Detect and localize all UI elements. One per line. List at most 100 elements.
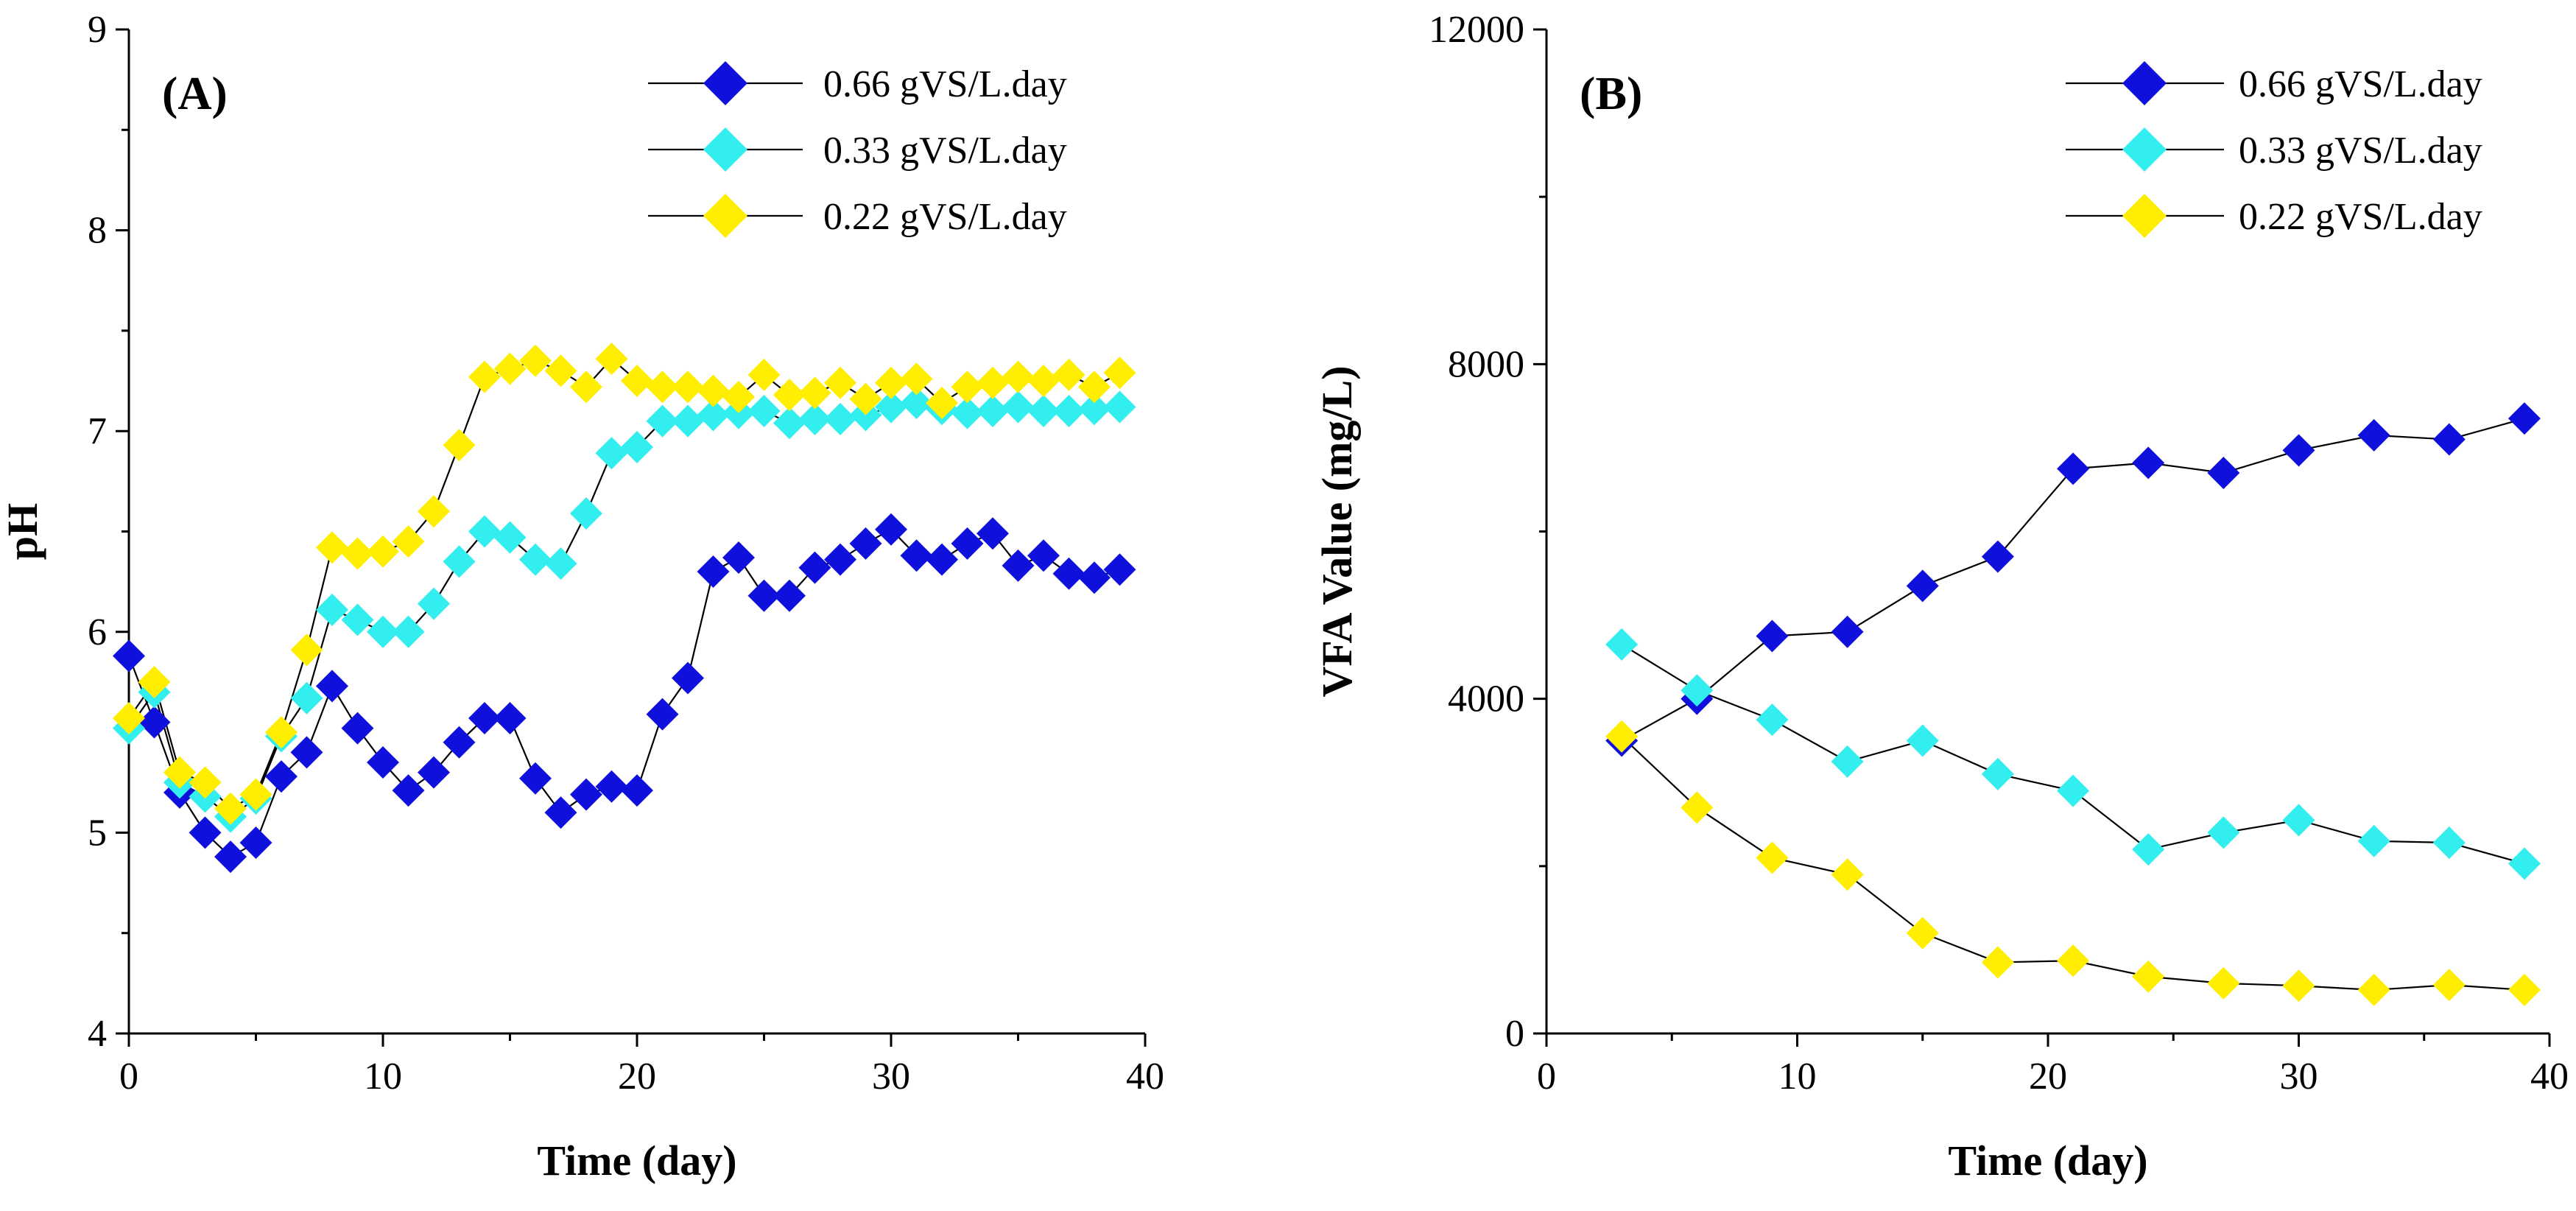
data-point [418, 587, 450, 620]
legend-marker [703, 61, 747, 105]
data-point [1981, 757, 2014, 790]
legend-label: 0.66 gVS/L.day [2239, 63, 2482, 105]
data-point [2432, 423, 2466, 456]
panel-label: (A) [162, 67, 228, 119]
data-point [976, 394, 1009, 427]
data-point [951, 527, 984, 560]
data-point [849, 382, 882, 415]
data-point [1906, 724, 1939, 757]
data-point [951, 371, 984, 404]
data-point [672, 661, 704, 695]
data-point [570, 496, 602, 530]
data-point [875, 390, 907, 424]
data-point [1103, 553, 1136, 586]
data-point [849, 527, 882, 560]
y-tick-label: 4000 [1448, 678, 1524, 720]
x-tick-label: 30 [872, 1056, 910, 1098]
data-point [1052, 394, 1085, 427]
data-point [1052, 557, 1085, 590]
data-point [824, 543, 856, 576]
data-point [214, 840, 247, 874]
data-point [1756, 841, 1789, 874]
data-point [239, 778, 272, 811]
data-point [1981, 540, 2014, 573]
y-axis-title: VFA Value (mg/L) [1313, 365, 1361, 697]
x-tick-label: 10 [1778, 1056, 1817, 1098]
data-point [570, 778, 602, 811]
data-point [798, 402, 831, 435]
data-point [113, 702, 145, 735]
data-point [697, 555, 730, 589]
data-point [341, 603, 374, 636]
data-point [290, 633, 323, 667]
data-point [493, 702, 527, 735]
data-point [2207, 816, 2240, 849]
y-tick-label: 0 [1505, 1013, 1524, 1055]
legend-label: 0.22 gVS/L.day [823, 196, 1067, 238]
y-tick-label: 6 [88, 611, 107, 653]
data-point [1831, 858, 1864, 891]
legend: 0.66 gVS/L.day 0.33 gVS/L.day 0.22 gVS/L.d… [2066, 61, 2482, 238]
legend-label: 0.33 gVS/L.day [823, 130, 1067, 172]
x-axis-title: Time (day) [1948, 1137, 2147, 1184]
data-point [2282, 969, 2315, 1003]
data-point [163, 756, 196, 789]
data-point [747, 358, 781, 391]
data-point [1906, 916, 1939, 950]
data-point [1756, 619, 1789, 653]
data-point [367, 745, 399, 779]
data-point [519, 762, 552, 795]
data-point [2357, 973, 2390, 1006]
y-tick-label: 8000 [1448, 343, 1524, 385]
x-tick-label: 20 [618, 1056, 656, 1098]
data-point [900, 387, 933, 420]
legend-label: 0.66 gVS/L.day [823, 63, 1067, 105]
data-point [519, 543, 552, 576]
y-tick-label: 5 [88, 812, 107, 854]
data-point [316, 670, 348, 703]
data-point [2508, 402, 2541, 435]
data-point [875, 513, 907, 546]
data-point [544, 796, 577, 829]
data-point [2057, 944, 2090, 977]
data-point [595, 437, 628, 470]
x-tick-label: 40 [1126, 1056, 1164, 1098]
data-point [418, 756, 450, 789]
data-point [367, 615, 399, 648]
data-point [1831, 615, 1864, 648]
x-tick-label: 40 [2530, 1056, 2569, 1098]
data-point [672, 371, 704, 404]
data-point [697, 374, 730, 407]
legend-label: 0.22 gVS/L.day [2239, 196, 2482, 238]
data-point [1078, 561, 1111, 594]
x-axis-title: Time (day) [537, 1137, 736, 1184]
data-point [138, 665, 171, 698]
data-point [722, 541, 755, 574]
legend-marker [703, 194, 747, 238]
panel-label: (B) [1580, 67, 1642, 119]
y-tick-label: 9 [88, 9, 107, 51]
data-point [1002, 549, 1035, 582]
data-point [1681, 791, 1714, 824]
data-point [1027, 539, 1060, 572]
data-point [443, 545, 476, 578]
data-point [747, 394, 781, 427]
data-point [621, 365, 653, 398]
data-point [341, 712, 374, 745]
data-point [621, 774, 653, 807]
data-point [443, 726, 476, 759]
data-point [367, 535, 399, 568]
data-point [2432, 969, 2466, 1002]
data-point [697, 399, 730, 432]
legend-marker [703, 127, 747, 172]
data-point [392, 615, 425, 648]
data-point [2057, 774, 2090, 807]
data-point [2357, 824, 2390, 857]
data-point [951, 396, 984, 429]
data-point [290, 736, 323, 769]
data-point [2508, 847, 2541, 880]
legend-marker [2122, 194, 2167, 238]
x-tick-label: 10 [364, 1056, 402, 1098]
data-point [214, 792, 247, 825]
data-point [773, 407, 806, 440]
